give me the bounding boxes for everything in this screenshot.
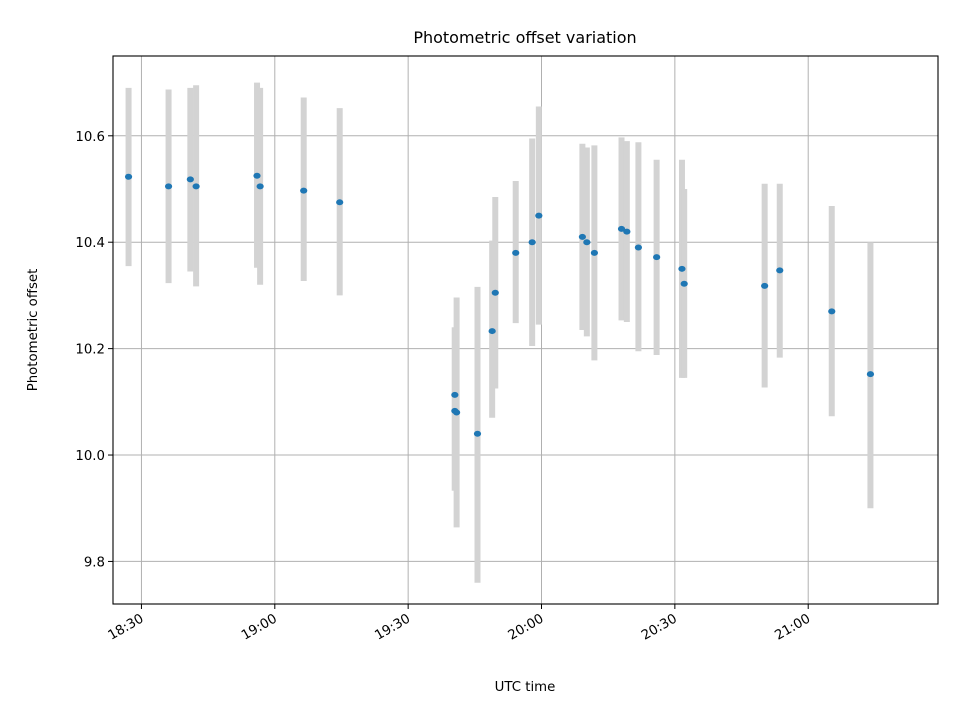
data-point	[761, 282, 769, 289]
y-tick-label: 10.0	[75, 449, 105, 464]
data-point	[535, 212, 543, 219]
y-axis-label: Photometric offset	[26, 269, 41, 392]
data-point-layer	[124, 172, 875, 437]
data-point	[653, 254, 661, 261]
data-point	[680, 280, 688, 287]
data-point	[634, 244, 643, 251]
y-tick-layer: 9.8 10.0 10.2 10.4 10.6	[75, 130, 113, 570]
y-tick-label: 9.8	[84, 555, 105, 570]
data-point	[866, 371, 875, 378]
data-point	[488, 328, 496, 335]
data-point	[623, 228, 631, 235]
data-point	[256, 183, 264, 190]
y-tick-label: 10.4	[75, 236, 105, 251]
data-point	[124, 173, 133, 180]
y-tick-label: 10.6	[75, 130, 105, 145]
data-point	[453, 409, 461, 416]
data-point	[186, 176, 194, 183]
data-point	[512, 249, 520, 256]
chart-title: Photometric offset variation	[413, 28, 636, 47]
data-point	[617, 225, 626, 232]
data-point	[776, 267, 784, 274]
data-point	[473, 430, 482, 437]
data-point	[253, 172, 261, 179]
data-point	[578, 233, 586, 240]
data-point	[491, 289, 499, 296]
data-point	[164, 183, 173, 190]
data-point	[828, 308, 836, 315]
data-point	[336, 199, 344, 206]
data-point	[528, 239, 536, 246]
y-tick-label: 10.2	[75, 343, 105, 358]
axes-frame	[112, 55, 939, 605]
data-point	[300, 187, 308, 194]
data-point	[583, 239, 591, 246]
x-axis-label: UTC time	[495, 680, 556, 695]
data-point	[590, 249, 598, 256]
grid-layer	[113, 56, 938, 604]
data-point	[451, 391, 459, 398]
data-point	[192, 183, 200, 190]
data-point	[678, 265, 686, 272]
